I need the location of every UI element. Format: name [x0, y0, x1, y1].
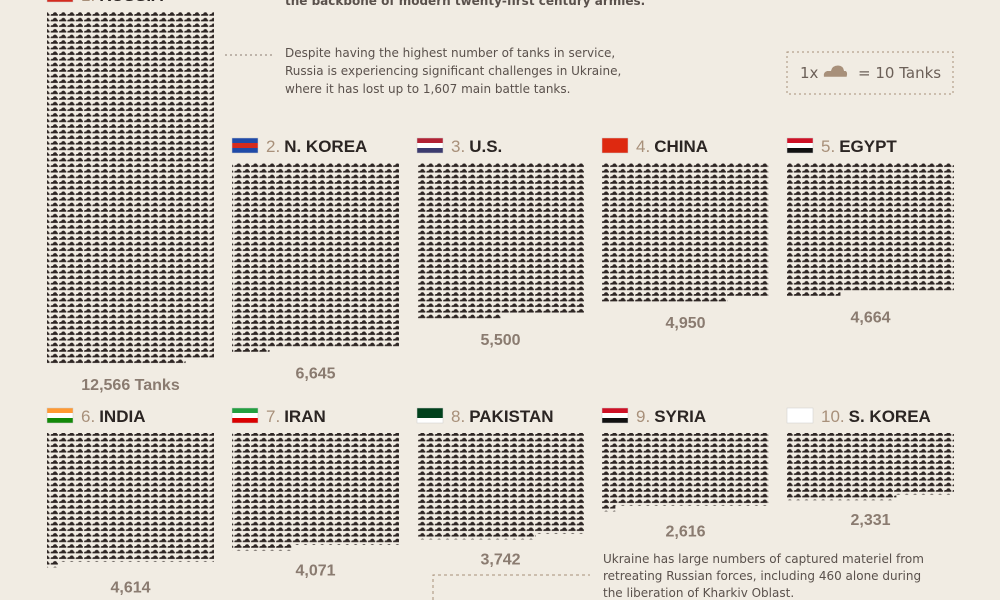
flag — [417, 413, 443, 418]
country-name: N. KOREA — [284, 137, 367, 156]
legend-prefix: 1x — [800, 64, 819, 82]
country-name: SYRIA — [654, 407, 706, 426]
flag — [787, 143, 813, 148]
flag — [602, 143, 628, 148]
tank-pictogram — [417, 163, 584, 320]
flag — [232, 413, 258, 418]
flag — [232, 418, 258, 423]
flag-border — [416, 407, 444, 424]
legend-box — [786, 51, 954, 95]
flag — [417, 418, 443, 423]
annotation: where it has lost up to 1,607 main battl… — [285, 82, 570, 96]
flag-border — [231, 137, 259, 154]
annotation: Russia is experiencing significant chall… — [285, 64, 621, 78]
flag — [232, 408, 258, 413]
flag — [417, 408, 443, 413]
flag — [232, 138, 258, 143]
country-name: U.S. — [469, 137, 502, 156]
rank: 1. — [81, 0, 95, 5]
tank-pictogram — [787, 433, 954, 501]
tank-pictogram — [787, 163, 954, 298]
flag-border — [786, 407, 814, 424]
flag — [232, 148, 258, 153]
tank-pictogram — [47, 433, 214, 568]
flag-border — [231, 407, 259, 424]
flag — [787, 413, 813, 418]
footnote: the liberation of Kharkiv Oblast. — [603, 586, 794, 600]
rank: 3. — [451, 137, 465, 156]
flag-border — [601, 137, 629, 154]
tank-count: 12,566 Tanks — [81, 377, 180, 394]
flag-border — [46, 407, 74, 424]
tank-count: 4,614 — [110, 579, 150, 596]
flag — [602, 408, 628, 413]
flag — [787, 138, 813, 143]
intro: the backbone of modern twenty-first cent… — [285, 0, 645, 8]
flag — [47, 413, 73, 418]
country-name: IRAN — [284, 407, 326, 426]
country-name: EGYPT — [839, 137, 897, 156]
tank-pictogram — [602, 433, 769, 512]
footnote: retreating Russian forces, including 460… — [603, 569, 921, 583]
flag — [417, 138, 443, 143]
footnote: Ukraine has large numbers of captured ma… — [603, 552, 924, 566]
flag — [232, 143, 258, 148]
tank-count: 2,616 — [665, 523, 705, 540]
rank: 2. — [266, 137, 280, 156]
flag — [47, 0, 73, 2]
flag-border — [416, 137, 444, 154]
flag-border — [601, 407, 629, 424]
country-name: RUSSIA — [99, 0, 163, 5]
flag — [417, 143, 443, 148]
flag — [47, 408, 73, 413]
annotation: Despite having the highest number of tan… — [285, 46, 615, 60]
legend-icon — [823, 65, 848, 77]
tank-count: 6,645 — [295, 365, 335, 382]
flag — [787, 148, 813, 153]
country-name: CHINA — [654, 137, 708, 156]
rank: 7. — [266, 407, 280, 426]
tank-count: 4,950 — [665, 315, 705, 332]
tank-pictogram — [232, 433, 399, 551]
tank-pictogram — [417, 433, 584, 540]
rank: 10. — [821, 407, 845, 426]
tank-count: 2,331 — [850, 512, 890, 529]
flag — [787, 418, 813, 423]
flag-border — [46, 0, 74, 3]
legend-suffix: = 10 Tanks — [858, 64, 941, 82]
flag — [602, 138, 628, 143]
tank-pictogram — [232, 163, 399, 354]
rank: 8. — [451, 407, 465, 426]
tank-count: 5,500 — [480, 332, 520, 349]
tank-count: 4,664 — [850, 309, 890, 326]
flag-border — [786, 137, 814, 154]
flag — [417, 148, 443, 153]
flag — [602, 148, 628, 153]
tank-pictogram — [47, 12, 214, 365]
flag — [787, 408, 813, 413]
flag — [602, 418, 628, 423]
country-name: INDIA — [99, 407, 145, 426]
rank: 5. — [821, 137, 835, 156]
country-name: S. KOREA — [849, 407, 931, 426]
tank-pictogram — [602, 163, 769, 303]
rank: 9. — [636, 407, 650, 426]
footnote-leader — [432, 574, 590, 600]
rank: 4. — [636, 137, 650, 156]
tank-count: 4,071 — [295, 563, 335, 580]
tank-count: 3,742 — [480, 551, 520, 568]
flag — [47, 418, 73, 423]
rank: 6. — [81, 407, 95, 426]
flag — [602, 413, 628, 418]
country-name: PAKISTAN — [469, 407, 553, 426]
